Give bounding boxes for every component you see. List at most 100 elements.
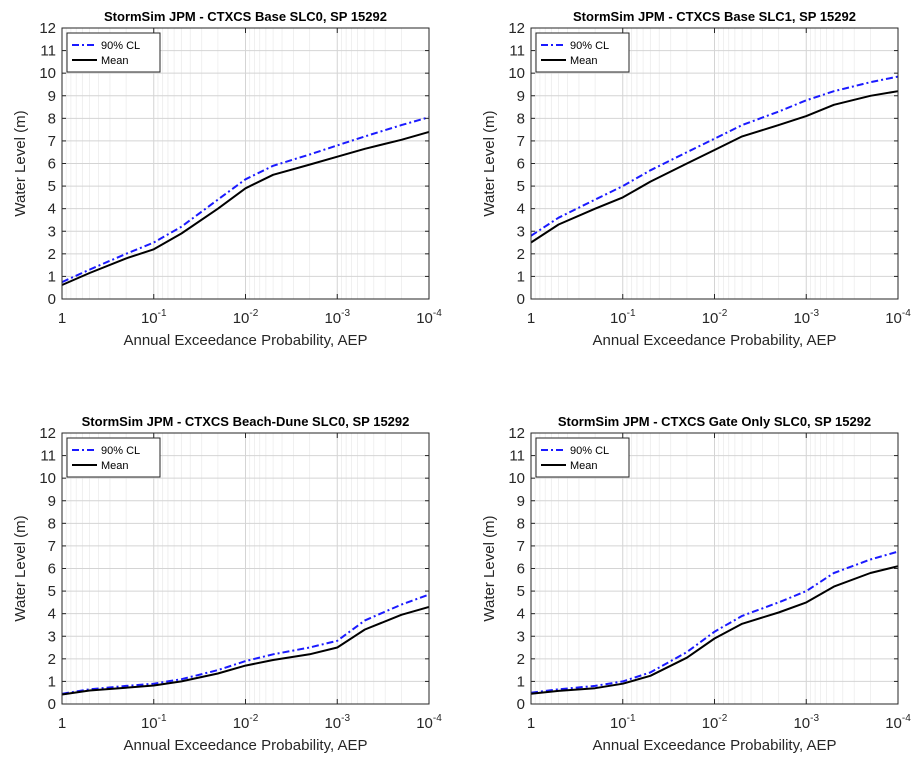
y-tick-label: 12 [508, 425, 525, 442]
legend-box [66, 32, 161, 73]
series-line-cl90 [530, 550, 899, 694]
x-tick-label: 10-4 [416, 308, 442, 327]
y-tick-label: 7 [517, 538, 525, 555]
x-tick-label: 1 [527, 310, 535, 327]
series-line-mean [61, 130, 430, 286]
x-tick-label: 10-3 [793, 308, 819, 327]
legend-label: Mean [101, 55, 129, 67]
y-tick-label: 1 [517, 268, 525, 285]
x-tick-label: 10-4 [885, 713, 911, 732]
y-tick-label: 10 [39, 65, 56, 82]
x-tick-label: 10-2 [702, 308, 728, 327]
legend-box [66, 437, 161, 478]
y-tick-label: 0 [48, 696, 56, 713]
grid [62, 28, 429, 299]
y-tick-label: 12 [508, 20, 525, 37]
y-tick-label: 6 [48, 561, 56, 578]
y-tick-label: 11 [509, 448, 525, 465]
y-axis-label: Water Level (m) [12, 110, 29, 216]
y-tick-label: 11 [40, 43, 56, 60]
y-tick-label: 8 [517, 515, 525, 532]
y-tick-label: 2 [48, 651, 56, 668]
y-tick-label: 6 [48, 156, 56, 173]
y-tick-label: 8 [517, 110, 525, 127]
y-tick-label: 7 [48, 133, 56, 150]
x-tick-labels: 1 10-1 10-2 10-3 10-4 [527, 713, 911, 732]
x-tick-label: 1 [58, 715, 66, 732]
y-tick-label: 8 [48, 515, 56, 532]
x-axis-label: Annual Exceedance Probability, AEP [592, 332, 836, 349]
y-tick-label: 5 [48, 178, 56, 195]
y-tick-label: 3 [48, 223, 56, 240]
legend-label: Mean [101, 460, 129, 472]
series-line-cl90 [530, 75, 899, 237]
y-axis-label: Water Level (m) [481, 110, 498, 216]
y-tick-label: 4 [48, 606, 56, 623]
x-tick-label: 10-3 [324, 308, 350, 327]
y-tick-label: 10 [508, 470, 525, 487]
x-tick-label: 10-2 [233, 713, 259, 732]
x-tick-labels: 1 10-1 10-2 10-3 10-4 [58, 713, 442, 732]
x-tick-label: 10-2 [702, 713, 728, 732]
legend-label: 90% CL [570, 445, 609, 457]
x-axis-label: Annual Exceedance Probability, AEP [123, 332, 367, 349]
y-axis-label: Water Level (m) [481, 515, 498, 621]
legend-label: Mean [570, 55, 598, 67]
y-tick-label: 2 [517, 651, 525, 668]
y-tick-label: 9 [517, 88, 525, 105]
y-tick-label: 11 [40, 448, 56, 465]
y-tick-label: 0 [517, 291, 525, 308]
x-tick-label: 10-3 [324, 713, 350, 732]
y-tick-label: 2 [517, 246, 525, 263]
y-tick-label: 9 [48, 493, 56, 510]
y-tick-label: 7 [48, 538, 56, 555]
series-line-mean [530, 565, 899, 695]
x-tick-label: 10-2 [233, 308, 259, 327]
x-tick-label: 1 [527, 715, 535, 732]
x-tick-label: 10-1 [610, 308, 636, 327]
chart-title: StormSim JPM - CTXCS Beach-Dune SLC0, SP… [82, 414, 410, 429]
x-tick-label: 10-1 [141, 308, 167, 327]
x-tick-label: 10-3 [793, 713, 819, 732]
chart-title: StormSim JPM - CTXCS Base SLC0, SP 15292 [104, 9, 387, 24]
chart-title: StormSim JPM - CTXCS Gate Only SLC0, SP … [558, 414, 871, 429]
legend-box [535, 437, 630, 478]
y-tick-label: 12 [39, 20, 56, 37]
legend: 90% CL Mean [66, 437, 161, 478]
y-tick-label: 4 [48, 201, 56, 218]
x-tick-labels: 1 10-1 10-2 10-3 10-4 [527, 308, 911, 327]
legend-label: 90% CL [101, 40, 140, 52]
legend: 90% CL Mean [535, 437, 630, 478]
chart-title: StormSim JPM - CTXCS Base SLC1, SP 15292 [573, 9, 856, 24]
legend: 90% CL Mean [66, 32, 161, 73]
series-line-mean [61, 605, 430, 696]
y-tick-label: 5 [517, 178, 525, 195]
y-tick-label: 9 [517, 493, 525, 510]
y-tick-label: 9 [48, 88, 56, 105]
y-tick-label: 8 [48, 110, 56, 127]
y-tick-label: 4 [517, 201, 525, 218]
legend-label: 90% CL [101, 445, 140, 457]
grid [531, 433, 898, 704]
legend: 90% CL Mean [535, 32, 630, 73]
x-tick-label: 1 [58, 310, 66, 327]
y-tick-label: 1 [48, 673, 56, 690]
y-tick-label: 5 [48, 583, 56, 600]
x-tick-label: 10-4 [416, 713, 442, 732]
y-tick-label: 3 [517, 628, 525, 645]
y-tick-label: 6 [517, 156, 525, 173]
y-tick-label: 12 [39, 425, 56, 442]
y-tick-label: 11 [509, 43, 525, 60]
y-tick-label: 3 [48, 628, 56, 645]
y-tick-label: 1 [48, 268, 56, 285]
y-tick-label: 0 [48, 291, 56, 308]
x-axis-label: Annual Exceedance Probability, AEP [123, 737, 367, 754]
y-tick-label: 1 [517, 673, 525, 690]
y-axis-label: Water Level (m) [12, 515, 29, 621]
